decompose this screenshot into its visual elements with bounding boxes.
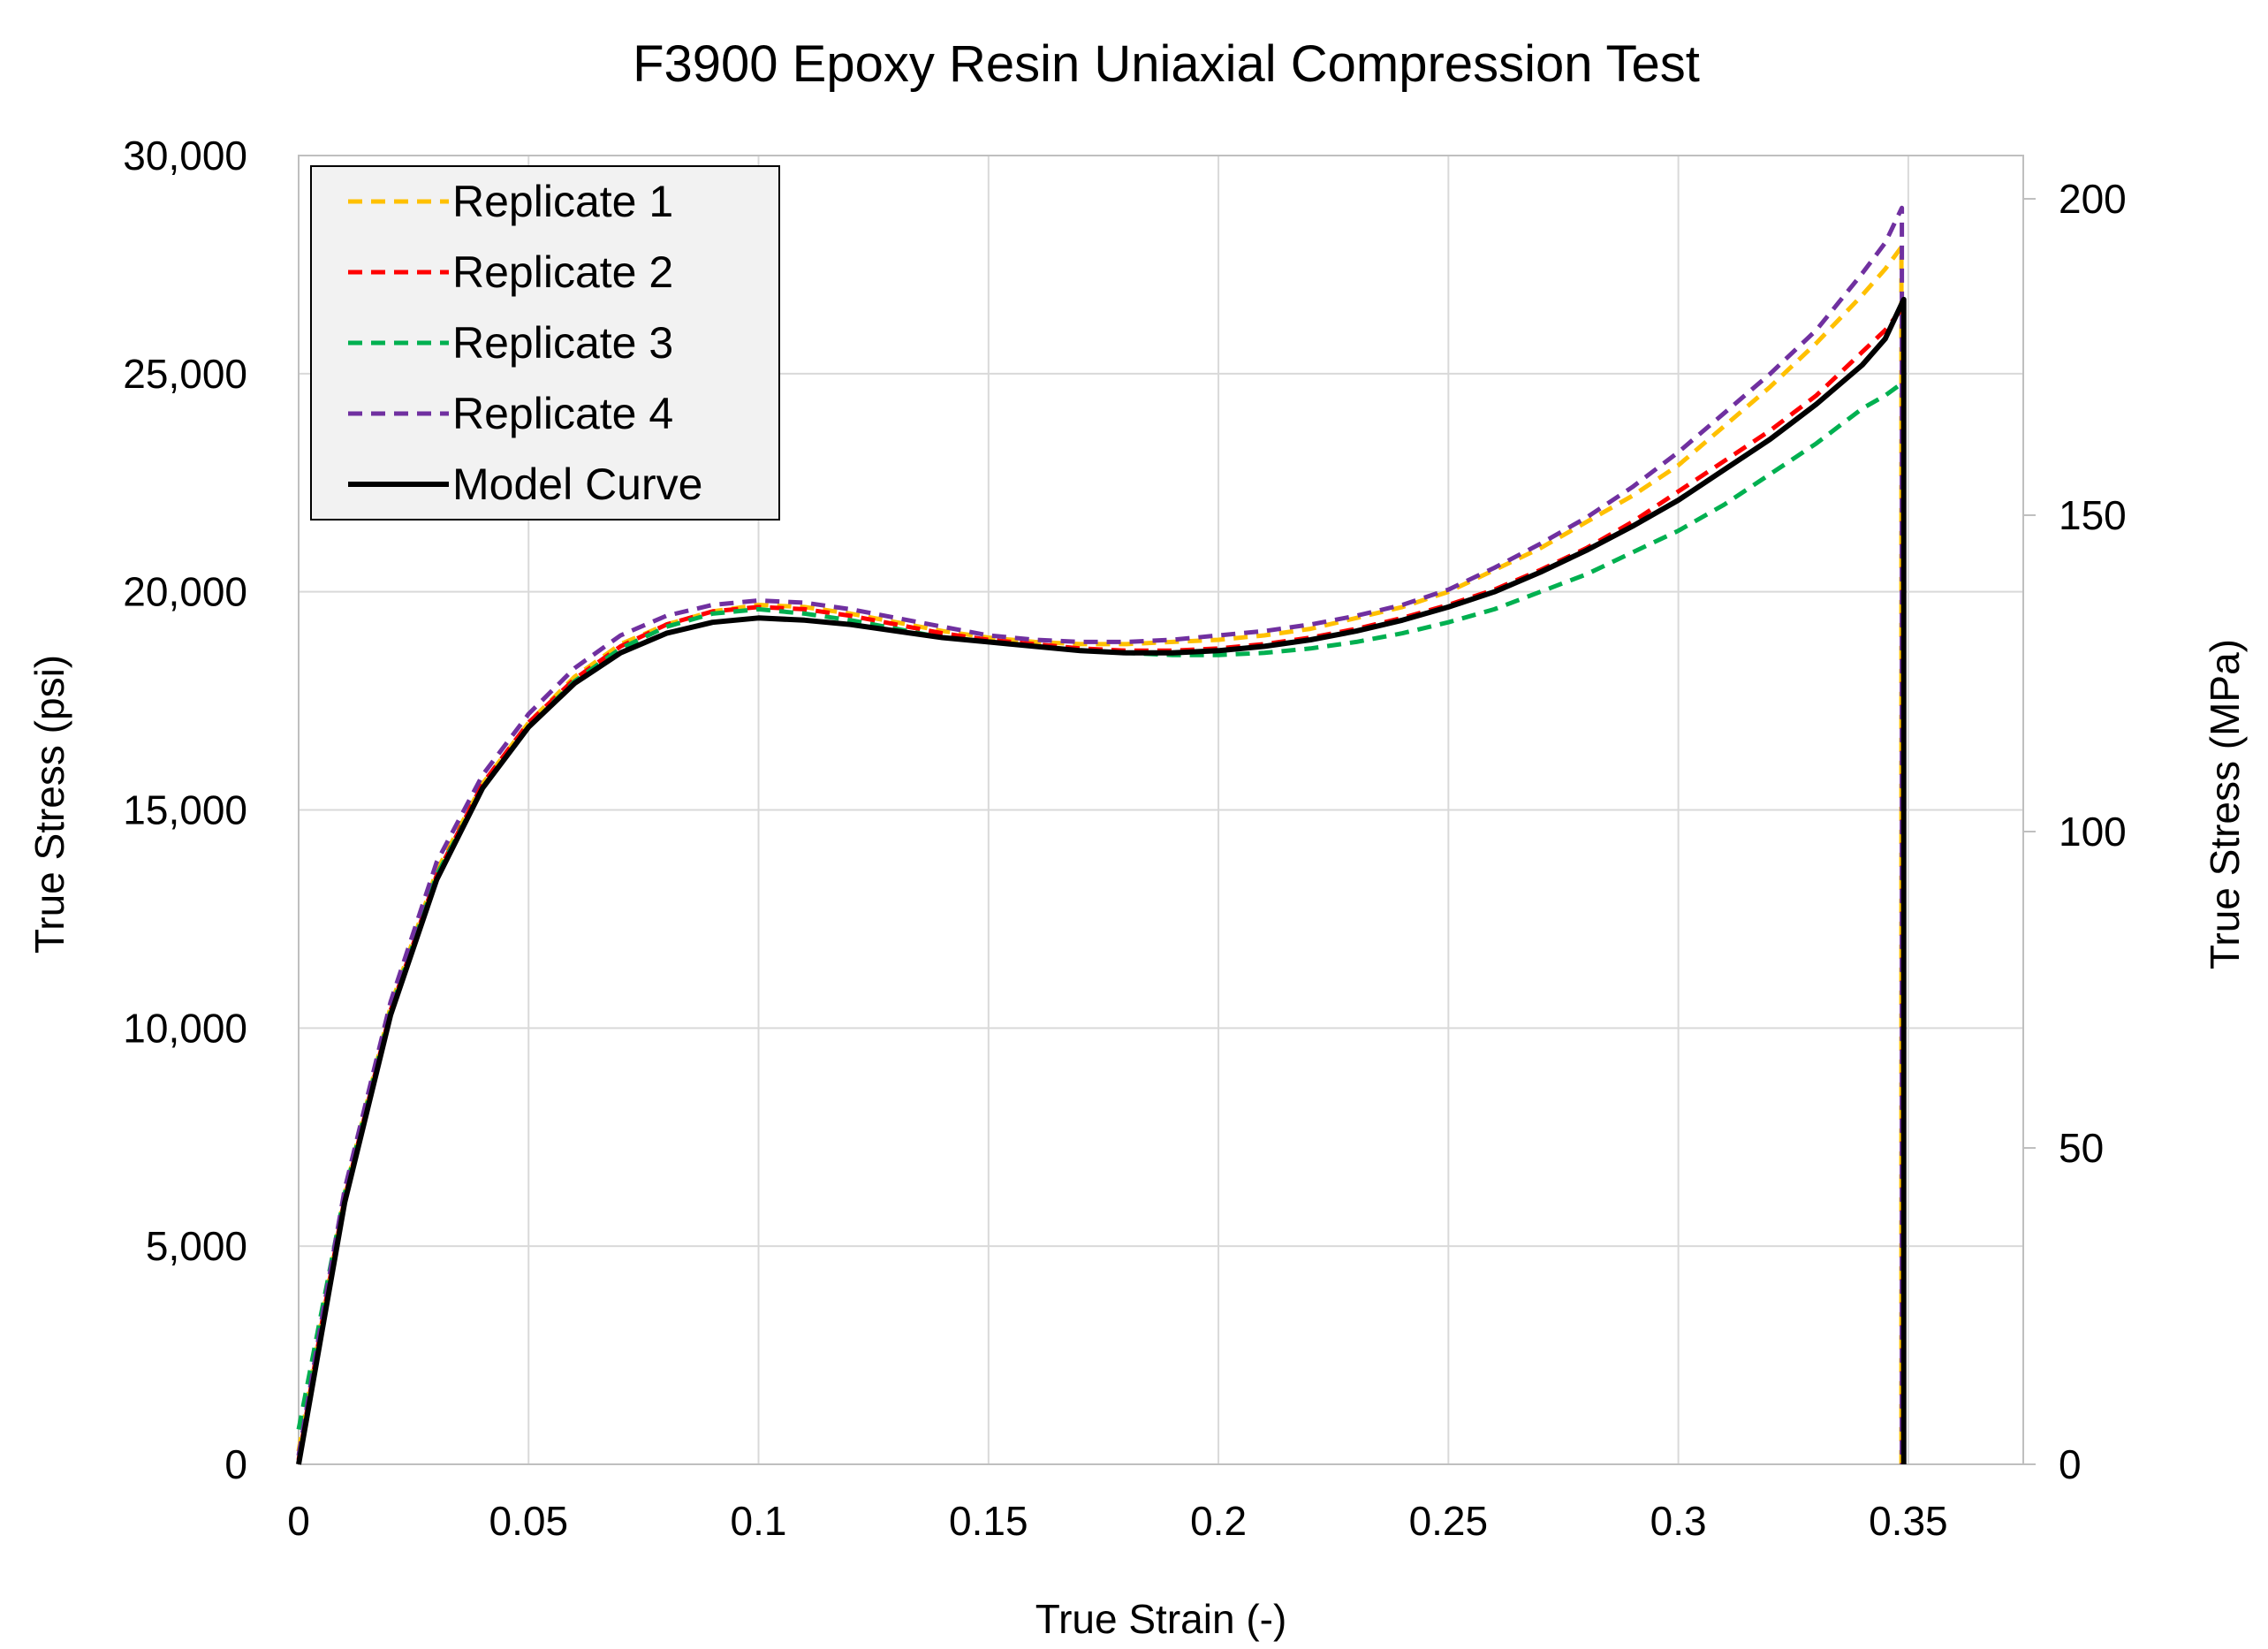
y2-tick-label: 50: [2059, 1125, 2104, 1171]
x-tick-label: 0.25: [1409, 1498, 1489, 1544]
x-axis-title: True Strain (-): [1035, 1596, 1287, 1642]
y2-axis-title: True Stress (MPa): [2202, 639, 2248, 969]
x-tick-label: 0: [287, 1498, 310, 1544]
y-tick-label: 5,000: [146, 1223, 247, 1269]
legend-label-1: Replicate 1: [452, 177, 673, 226]
y-tick-label: 30,000: [123, 133, 247, 179]
y-tick-label: 20,000: [123, 569, 247, 615]
x-tick-label: 0.1: [731, 1498, 787, 1544]
y2-tick-label: 200: [2059, 176, 2127, 222]
x-axis-ticks: 0 0.05 0.1 0.15 0.2 0.25 0.3 0.35: [287, 1498, 1947, 1544]
legend-label-2: Replicate 2: [452, 247, 673, 297]
y-axis-title: True Stress (psi): [27, 655, 72, 954]
plot-area-frame: [298, 155, 2024, 1465]
legend-label-5: Model Curve: [452, 460, 702, 509]
series-line-1: [296, 245, 1904, 1464]
y-tick-label: 10,000: [123, 1005, 247, 1051]
legend-label-4: Replicate 4: [452, 389, 673, 438]
chart-title: F3900 Epoxy Resin Uniaxial Compression T…: [633, 35, 1700, 93]
legend-box: [310, 165, 780, 521]
y2-tick-label: 100: [2059, 809, 2127, 855]
x-tick-label: 0.05: [489, 1498, 569, 1544]
x-tick-label: 0.2: [1190, 1498, 1247, 1544]
series-line-5: [296, 296, 1907, 1465]
legend: Replicate 1 Replicate 2 Replicate 3 Replica…: [310, 165, 780, 521]
y2-tick-label: 150: [2059, 492, 2127, 538]
y2-axis-ticks: 0 50 100 150 200: [2023, 176, 2127, 1487]
series-line-4: [296, 205, 1905, 1464]
y-tick-label: 25,000: [123, 351, 247, 397]
y-axis-ticks: 0 5,000 10,000 15,000 20,000 25,000 30,000: [123, 133, 247, 1487]
legend-label-3: Replicate 3: [452, 318, 673, 368]
y-tick-label: 0: [224, 1441, 247, 1487]
y-tick-label: 15,000: [123, 787, 247, 833]
series-layer: [296, 205, 1907, 1465]
x-tick-label: 0.35: [1869, 1498, 1948, 1544]
x-tick-label: 0.3: [1650, 1498, 1707, 1544]
y2-tick-label: 0: [2059, 1441, 2082, 1487]
x-tick-label: 0.15: [949, 1498, 1028, 1544]
